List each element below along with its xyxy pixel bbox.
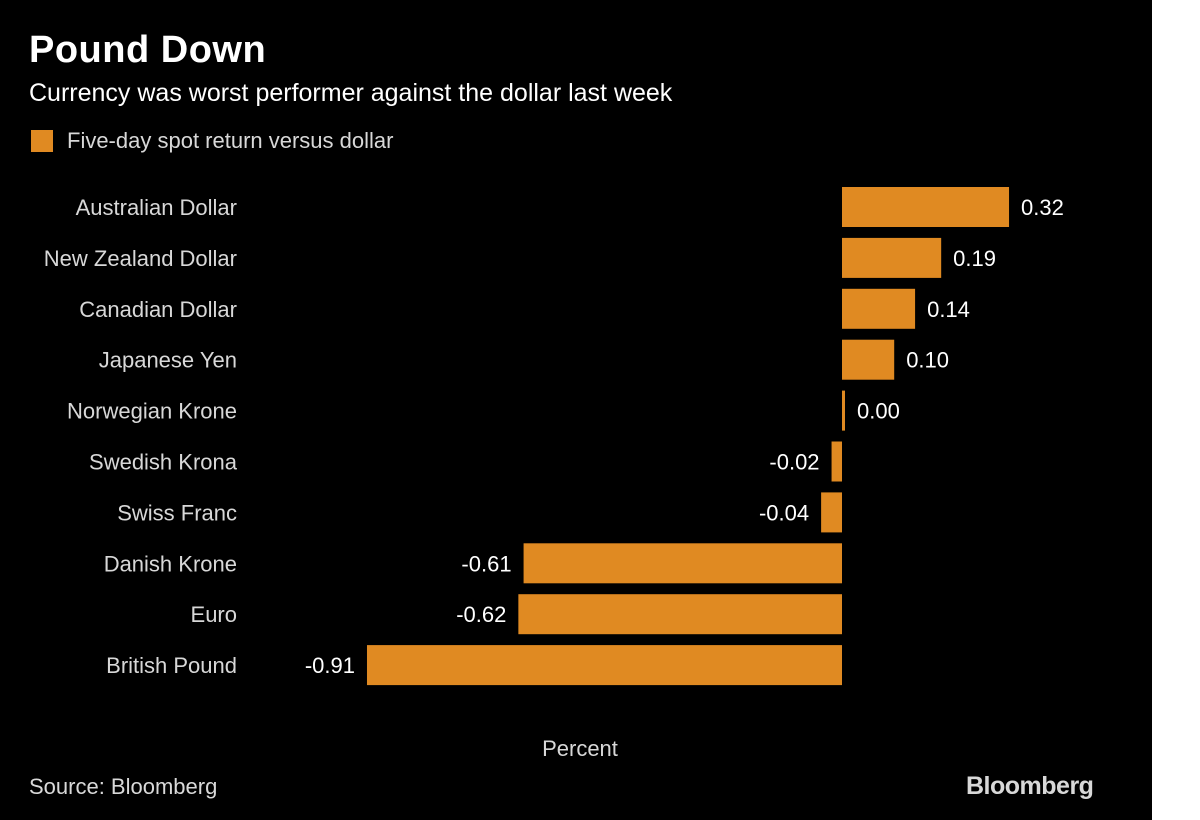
bar [842,390,845,431]
bar [366,645,842,686]
value-label: -0.91 [305,653,355,678]
bar [842,288,916,329]
value-label: 0.32 [1021,195,1064,220]
bar [842,339,895,380]
value-label: 0.10 [906,348,949,373]
legend-label: Five-day spot return versus dollar [67,128,394,153]
chart-title: Pound Down [29,29,267,71]
category-label: Australian Dollar [76,195,237,220]
category-label: Japanese Yen [99,348,237,373]
bars-layer: Australian Dollar 0.32 New Zealand Dollar 0… [44,187,1064,686]
bloomberg-logo: Bloomberg [966,772,1094,800]
value-label: 0.19 [953,246,996,271]
bar [842,187,1010,227]
category-label: Swiss Franc [117,500,237,525]
value-label: -0.02 [769,450,819,475]
value-label: -0.61 [461,551,511,576]
value-label: 0.14 [927,297,970,322]
chart-subtitle: Currency was worst performer against the… [29,79,673,107]
source-note: Source: Bloomberg [29,774,218,799]
category-label: Danish Krone [104,551,237,576]
bar [842,237,942,278]
category-label: Canadian Dollar [79,297,237,322]
bar [821,492,842,533]
value-label: -0.04 [759,500,809,525]
category-label: British Pound [106,653,237,678]
category-label: Swedish Krona [89,450,238,475]
legend: Five-day spot return versus dollar [31,128,393,154]
legend-swatch [31,130,53,152]
bar [831,441,842,482]
bar-chart: Australian Dollar 0.32 New Zealand Dollar 0… [44,187,1064,761]
bar [518,594,842,635]
category-label: Norwegian Krone [67,399,237,424]
category-label: New Zealand Dollar [44,246,237,271]
value-label: -0.62 [456,602,506,627]
bar [523,543,842,584]
category-label: Euro [191,602,237,627]
value-label: 0.00 [857,399,900,424]
x-axis-label: Percent [542,736,618,761]
chart-panel: Pound Down Currency was worst performer … [0,0,1152,820]
